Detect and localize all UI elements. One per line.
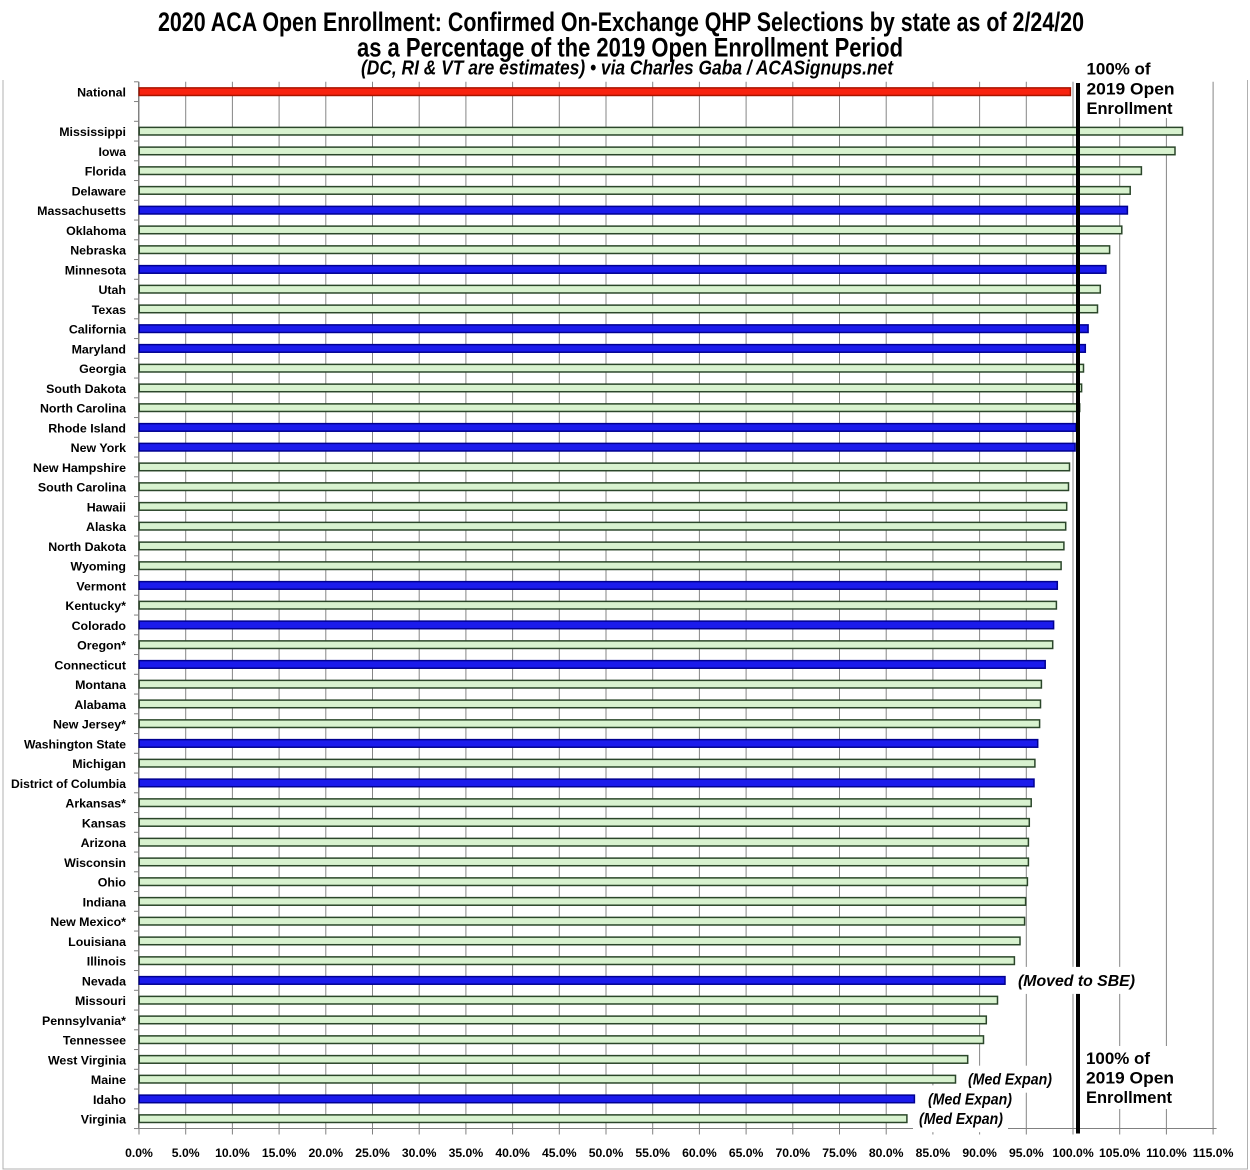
- svg-text:Oklahoma: Oklahoma: [66, 224, 126, 238]
- svg-text:Mississippi: Mississippi: [59, 125, 126, 139]
- svg-text:45.0%: 45.0%: [542, 1146, 577, 1160]
- svg-text:50.0%: 50.0%: [589, 1146, 624, 1160]
- svg-text:Nebraska: Nebraska: [70, 244, 126, 258]
- svg-text:2019 Open: 2019 Open: [1087, 80, 1175, 98]
- svg-text:70.0%: 70.0%: [776, 1146, 811, 1160]
- svg-text:35.0%: 35.0%: [449, 1146, 484, 1160]
- svg-text:90.0%: 90.0%: [962, 1146, 997, 1160]
- svg-text:80.0%: 80.0%: [869, 1146, 904, 1160]
- svg-text:2020 ACA Open Enrollment: Conf: 2020 ACA Open Enrollment: Confirmed On-E…: [158, 7, 1084, 37]
- svg-text:Utah: Utah: [98, 283, 126, 297]
- svg-text:Alabama: Alabama: [74, 698, 126, 712]
- svg-text:Maine: Maine: [91, 1073, 126, 1087]
- svg-text:as a Percentage of the 2019 Op: as a Percentage of the 2019 Open Enrollm…: [357, 32, 903, 62]
- svg-text:30.0%: 30.0%: [402, 1146, 437, 1160]
- svg-text:Massachusetts: Massachusetts: [37, 204, 126, 218]
- svg-text:65.0%: 65.0%: [729, 1146, 764, 1160]
- svg-text:North Carolina: North Carolina: [40, 402, 126, 416]
- svg-text:Kentucky*: Kentucky*: [65, 599, 126, 613]
- svg-text:(Med Expan): (Med Expan): [919, 1111, 1003, 1128]
- svg-text:Enrollment: Enrollment: [1087, 100, 1173, 118]
- svg-text:Enrollment: Enrollment: [1086, 1089, 1172, 1107]
- svg-text:Texas: Texas: [92, 303, 126, 317]
- svg-text:Pennsylvania*: Pennsylvania*: [42, 1014, 126, 1028]
- svg-text:2019 Open: 2019 Open: [1086, 1069, 1174, 1087]
- svg-text:New Mexico*: New Mexico*: [50, 915, 126, 929]
- svg-text:100% of: 100% of: [1086, 1050, 1151, 1068]
- svg-text:Missouri: Missouri: [75, 994, 126, 1008]
- svg-text:105.0%: 105.0%: [1099, 1146, 1140, 1160]
- svg-text:West Virginia: West Virginia: [48, 1053, 126, 1067]
- svg-text:North Dakota: North Dakota: [48, 540, 126, 554]
- svg-text:95.0%: 95.0%: [1009, 1146, 1044, 1160]
- svg-text:15.0%: 15.0%: [262, 1146, 297, 1160]
- svg-text:New Jersey*: New Jersey*: [53, 718, 126, 732]
- svg-text:(Moved to SBE): (Moved to SBE): [1018, 973, 1135, 990]
- svg-text:Indiana: Indiana: [83, 895, 126, 909]
- svg-text:(Med Expan): (Med Expan): [968, 1072, 1052, 1089]
- svg-text:Kansas: Kansas: [82, 816, 126, 830]
- svg-text:Maryland: Maryland: [72, 342, 126, 356]
- svg-text:Florida: Florida: [85, 165, 126, 179]
- svg-text:10.0%: 10.0%: [215, 1146, 250, 1160]
- svg-text:115.0%: 115.0%: [1193, 1146, 1234, 1160]
- svg-text:New Hampshire: New Hampshire: [33, 461, 126, 475]
- svg-text:South Dakota: South Dakota: [46, 382, 126, 396]
- svg-text:Colorado: Colorado: [72, 619, 127, 633]
- svg-text:Idaho: Idaho: [93, 1093, 126, 1107]
- svg-text:110.0%: 110.0%: [1146, 1146, 1187, 1160]
- svg-text:Delaware: Delaware: [72, 184, 127, 198]
- svg-text:Louisiana: Louisiana: [68, 935, 126, 949]
- svg-text:Nevada: Nevada: [82, 974, 126, 988]
- svg-text:(DC, RI & VT are estimates) •: (DC, RI & VT are estimates) • via Charle…: [361, 57, 894, 80]
- svg-text:(Med Expan): (Med Expan): [928, 1091, 1012, 1108]
- svg-text:Minnesota: Minnesota: [65, 263, 126, 277]
- svg-text:South Carolina: South Carolina: [38, 481, 126, 495]
- svg-text:Oregon*: Oregon*: [77, 639, 126, 653]
- svg-text:New York: New York: [71, 441, 126, 455]
- svg-text:Rhode Island: Rhode Island: [48, 421, 126, 435]
- svg-text:Alaska: Alaska: [86, 520, 126, 534]
- svg-text:40.0%: 40.0%: [495, 1146, 530, 1160]
- svg-text:Connecticut: Connecticut: [54, 658, 126, 672]
- svg-text:Arkansas*: Arkansas*: [65, 797, 126, 811]
- svg-text:Michigan: Michigan: [72, 757, 126, 771]
- svg-text:Georgia: Georgia: [79, 362, 126, 376]
- svg-text:Wyoming: Wyoming: [70, 560, 126, 574]
- svg-text:Tennessee: Tennessee: [63, 1034, 126, 1048]
- svg-text:Virginia: Virginia: [81, 1113, 126, 1127]
- svg-text:Illinois: Illinois: [87, 955, 126, 969]
- svg-text:California: California: [69, 323, 126, 337]
- svg-text:National: National: [77, 86, 126, 100]
- svg-text:Vermont: Vermont: [76, 579, 126, 593]
- svg-text:100.0%: 100.0%: [1052, 1146, 1093, 1160]
- svg-text:District of Columbia: District of Columbia: [11, 777, 126, 791]
- svg-text:Hawaii: Hawaii: [87, 500, 126, 514]
- svg-text:Montana: Montana: [75, 678, 126, 692]
- svg-text:100% of: 100% of: [1087, 61, 1152, 79]
- svg-text:85.0%: 85.0%: [916, 1146, 951, 1160]
- svg-text:Wisconsin: Wisconsin: [64, 856, 126, 870]
- svg-text:25.0%: 25.0%: [355, 1146, 390, 1160]
- svg-text:Iowa: Iowa: [98, 145, 126, 159]
- svg-text:60.0%: 60.0%: [682, 1146, 717, 1160]
- svg-text:Ohio: Ohio: [98, 876, 127, 890]
- svg-text:0.0%: 0.0%: [125, 1146, 153, 1160]
- svg-text:Washington State: Washington State: [24, 737, 126, 751]
- svg-text:20.0%: 20.0%: [309, 1146, 344, 1160]
- svg-text:5.0%: 5.0%: [172, 1146, 200, 1160]
- svg-text:55.0%: 55.0%: [635, 1146, 670, 1160]
- svg-text:Arizona: Arizona: [81, 836, 127, 850]
- svg-text:75.0%: 75.0%: [822, 1146, 857, 1160]
